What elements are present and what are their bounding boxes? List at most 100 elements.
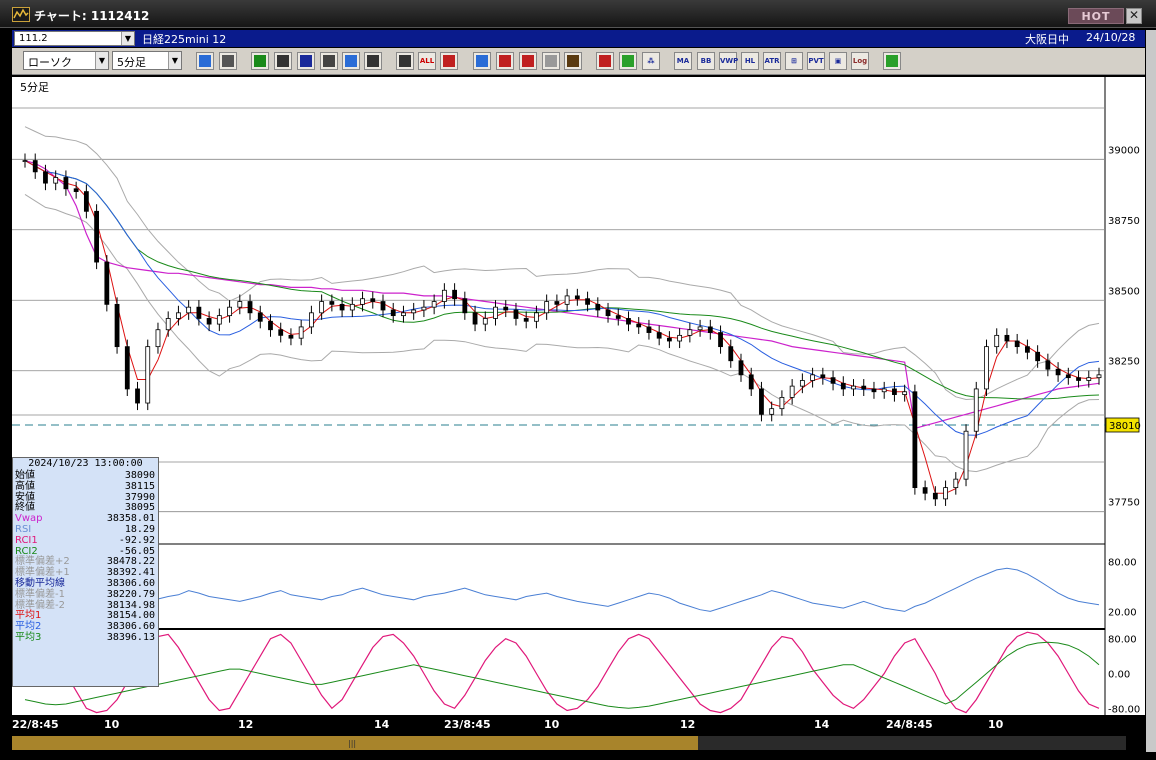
candle-body bbox=[411, 309, 417, 314]
line-tool-icon[interactable] bbox=[274, 52, 292, 70]
candle-body bbox=[789, 385, 795, 398]
candle-body bbox=[534, 312, 539, 322]
trash-icon[interactable] bbox=[342, 52, 360, 70]
symbol-name: 日経225mini 12 bbox=[142, 33, 227, 46]
search-plus-icon[interactable] bbox=[473, 52, 491, 70]
x-tick-label: 22/8:45 bbox=[12, 718, 59, 731]
all-icon-label: ALL bbox=[419, 57, 435, 65]
candle-body bbox=[401, 312, 406, 317]
candle-body bbox=[1035, 351, 1041, 362]
gray-icon[interactable] bbox=[542, 52, 560, 70]
ma3-line bbox=[24, 160, 1100, 400]
ma-icon-label: MA bbox=[676, 57, 690, 65]
rsi-tick-label: 20.00 bbox=[1108, 607, 1137, 618]
candle-body bbox=[779, 396, 785, 410]
candle-icon[interactable] bbox=[364, 52, 382, 70]
data-panel-row: 終値 38095 bbox=[13, 503, 158, 514]
bb-icon[interactable]: BB bbox=[697, 52, 715, 70]
data-panel-label: 移動平均線 bbox=[15, 578, 65, 589]
hot-button[interactable]: HOT bbox=[1068, 8, 1124, 24]
log-icon-label: Log bbox=[852, 57, 868, 65]
candle-body bbox=[1025, 346, 1030, 353]
chevron-down-icon[interactable]: ▼ bbox=[121, 32, 134, 45]
chart-area[interactable]: 39000 38750 38500 38250 37750 5分足 38010 80.00 20… bbox=[12, 77, 1145, 732]
chevron-down-icon[interactable]: ▼ bbox=[168, 52, 181, 69]
scrollbar-range[interactable] bbox=[12, 736, 698, 750]
interval-select[interactable]: 5分足 ▼ bbox=[112, 51, 182, 70]
symbol-code-input[interactable]: 111.2 ▼ bbox=[14, 31, 135, 46]
vwap-icon[interactable]: VWP bbox=[719, 52, 738, 70]
current-price-badge bbox=[1105, 417, 1140, 433]
chart-type-select[interactable]: ローソク ▼ bbox=[23, 51, 109, 70]
scrollbar-grip-icon[interactable]: ||| bbox=[348, 739, 357, 748]
page-icon[interactable] bbox=[320, 52, 338, 70]
data-panel-label: Vwap bbox=[15, 513, 43, 525]
interval-value: 5分足 bbox=[117, 56, 146, 69]
candle-body bbox=[83, 191, 89, 212]
candle-body bbox=[349, 303, 355, 311]
data-panel-row: RSI 18.29 bbox=[13, 524, 158, 536]
candle-body bbox=[360, 298, 365, 305]
candle-body bbox=[155, 329, 161, 348]
all-icon[interactable]: ALL bbox=[418, 52, 436, 70]
log-icon[interactable]: Log bbox=[851, 52, 869, 70]
x-tick-label: 10 bbox=[544, 718, 560, 731]
atr-icon[interactable]: ATR bbox=[763, 52, 781, 70]
export-icon[interactable] bbox=[883, 52, 901, 70]
data-panel-label: RSI bbox=[15, 524, 32, 535]
price-chart[interactable]: 39000 38750 38500 38250 37750 5分足 38010 80.00 20… bbox=[12, 77, 1145, 732]
candle-body bbox=[574, 295, 580, 300]
candle-body bbox=[431, 301, 437, 308]
data-panel-label: 終値 bbox=[15, 502, 35, 514]
candle-body bbox=[626, 318, 631, 325]
search-plus-icon-glyph bbox=[476, 55, 488, 67]
page-icon-glyph bbox=[323, 55, 335, 67]
data-panel-value: 38306.60 bbox=[106, 621, 155, 633]
candle-body bbox=[881, 388, 887, 393]
window-icon[interactable]: ▣ bbox=[829, 52, 847, 70]
palette-icon[interactable] bbox=[619, 52, 637, 70]
data-panel-row: 高値 38115 bbox=[13, 480, 158, 493]
grid-icon[interactable] bbox=[219, 52, 237, 70]
candle-body bbox=[943, 487, 948, 500]
cursor-icon[interactable] bbox=[297, 52, 315, 70]
zoom-icon[interactable] bbox=[196, 52, 214, 70]
bird-icon[interactable] bbox=[440, 52, 458, 70]
x-tick-label: 12 bbox=[680, 718, 695, 731]
candle-body bbox=[728, 346, 734, 362]
data-panel-value: 38090 bbox=[124, 470, 155, 481]
compare-icon[interactable] bbox=[496, 52, 514, 70]
bar-icon[interactable] bbox=[396, 52, 414, 70]
candle-body bbox=[308, 312, 314, 328]
pen-icon[interactable] bbox=[251, 52, 269, 70]
data-panel-value: 38396.13 bbox=[106, 632, 155, 643]
gear-icon[interactable] bbox=[564, 52, 582, 70]
pvt-icon-label: PVT bbox=[808, 57, 824, 65]
chevron-down-icon[interactable]: ▼ bbox=[95, 52, 108, 69]
cross-icon[interactable] bbox=[519, 52, 537, 70]
candle-body bbox=[94, 210, 99, 263]
candle-body bbox=[994, 334, 1000, 348]
close-button[interactable]: ✕ bbox=[1126, 8, 1142, 24]
x-axis-band bbox=[12, 715, 1145, 732]
candle-body bbox=[984, 346, 989, 390]
pvt-icon[interactable]: PVT bbox=[807, 52, 825, 70]
pattern-icon[interactable]: ⊞ bbox=[785, 52, 803, 70]
candle-body bbox=[595, 303, 601, 311]
candle-icon-glyph bbox=[367, 55, 379, 67]
candle-body bbox=[186, 306, 192, 314]
candle-body bbox=[73, 188, 79, 192]
ma-icon[interactable]: MA bbox=[674, 52, 692, 70]
scrollbar-empty[interactable] bbox=[698, 736, 1126, 750]
candle-body bbox=[707, 326, 713, 333]
data-panel-label: 平均1 bbox=[15, 610, 42, 622]
candle-body bbox=[452, 289, 458, 300]
candle-body bbox=[1096, 374, 1102, 379]
data-panel-value: 38115 bbox=[124, 480, 155, 492]
brush-icon[interactable] bbox=[596, 52, 614, 70]
candle-body bbox=[738, 360, 744, 376]
data-panel-label: RCI2 bbox=[15, 545, 38, 557]
chart-a-icon[interactable]: ⁂ bbox=[642, 52, 660, 70]
hl-icon[interactable]: HL bbox=[741, 52, 759, 70]
palette-icon-glyph bbox=[622, 55, 634, 67]
